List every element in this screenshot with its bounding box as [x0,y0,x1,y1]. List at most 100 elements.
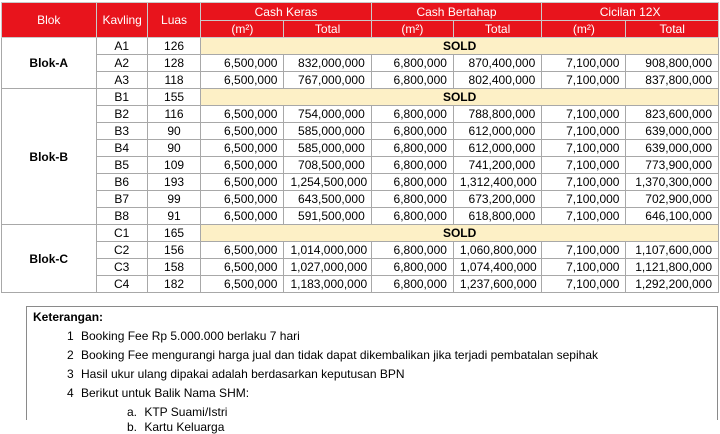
price-per-m2-cell: 6,500,000 [200,275,285,293]
table-row: Blok-B B1 155 SOLD [1,88,719,225]
total-price-cell: 639,000,000 [625,139,719,157]
price-per-m2-cell: 7,100,000 [541,54,627,72]
price-per-m2-cell: 7,100,000 [541,241,627,259]
price-per-m2-cell: 6,500,000 [200,241,285,259]
price-per-m2-cell: 6,800,000 [370,173,454,191]
sold-label: SOLD [200,88,719,106]
table-row: C2 156 6,500,000 1,014,000,000 6,800,000 1,06… [2,241,719,259]
luas-cell: 128 [146,54,202,72]
note-number: 1 [67,329,74,343]
note-sub-letter: b. [127,420,138,434]
header-cash-bertahap: Cash Bertahap [370,2,543,21]
kavling-cell: A3 [95,71,148,89]
price-per-m2-cell: 7,100,000 [541,122,627,140]
note-item: 2 Booking Fee mengurangi harga jual dan t… [67,348,598,362]
total-price-cell: 639,000,000 [625,122,719,140]
note-text: Berikut untuk Balik Nama SHM: [81,386,250,400]
total-price-cell: 1,074,400,000 [452,258,543,276]
header-unit: (m²) [541,20,627,38]
total-price-cell: 585,000,000 [283,122,372,140]
luas-cell: 156 [146,241,202,259]
kavling-cell: B8 [95,207,148,225]
price-per-m2-cell: 6,800,000 [370,241,454,259]
table-row: B8 91 6,500,000 591,500,000 6,800,000 618,800… [2,207,719,225]
total-price-cell: 1,183,000,000 [283,275,372,293]
price-per-m2-cell: 6,500,000 [200,71,285,89]
table-row: C4 182 6,500,000 1,183,000,000 6,800,000 1,23… [2,275,719,293]
price-per-m2-cell: 6,800,000 [370,207,454,225]
header-unit: (m²) [200,20,285,38]
note-text: Booking Fee Rp 5.000.000 berlaku 7 hari [81,329,300,343]
price-table-body: Blok-A A1 126 SOLD A2 128 6,500,000 832,000,000… [1,37,719,293]
luas-cell: 99 [146,190,202,208]
note-sub-letter: a. [127,405,138,419]
price-per-m2-cell: 6,500,000 [200,54,285,72]
kavling-cell: B7 [95,190,148,208]
note-number: 3 [67,367,74,381]
notes-box: Keterangan: 1 Booking Fee Rp 5.000.000 be… [26,306,718,434]
note-text: Booking Fee mengurangi harga jual dan ti… [81,348,598,362]
price-per-m2-cell: 6,800,000 [370,190,454,208]
table-row: B4 90 6,500,000 585,000,000 6,800,000 612,000… [2,139,719,157]
luas-cell: 165 [146,224,202,242]
price-table: Blok Kavling Luas Cash Keras Cash Bertah… [1,2,719,293]
price-per-m2-cell: 7,100,000 [541,173,627,191]
total-price-cell: 612,000,000 [452,122,543,140]
luas-cell: 116 [146,105,202,123]
luas-cell: 193 [146,173,202,191]
sold-label: SOLD [200,37,719,55]
kavling-cell: B1 [95,88,148,106]
luas-cell: 158 [146,258,202,276]
luas-cell: 126 [146,37,202,55]
table-row: B3 90 6,500,000 585,000,000 6,800,000 612,000… [2,122,719,140]
luas-cell: 90 [146,139,202,157]
notes-title: Keterangan: [33,310,104,324]
note-number: 2 [67,348,74,362]
table-row: B2 116 6,500,000 754,000,000 6,800,000 788,80… [2,105,719,123]
total-price-cell: 788,800,000 [452,105,543,123]
total-price-cell: 702,900,000 [625,190,719,208]
kavling-cell: C3 [95,258,148,276]
kavling-cell: C4 [95,275,148,293]
kavling-cell: A1 [95,37,148,55]
total-price-cell: 837,800,000 [625,71,719,89]
total-price-cell: 754,000,000 [283,105,372,123]
price-per-m2-cell: 7,100,000 [541,105,627,123]
header-luas: Luas [146,2,202,38]
luas-cell: 182 [146,275,202,293]
note-item: 3 Hasil ukur ulang dipakai adalah berdasa… [67,367,405,381]
price-per-m2-cell: 6,800,000 [370,71,454,89]
price-per-m2-cell: 6,800,000 [370,105,454,123]
price-per-m2-cell: 6,500,000 [200,139,285,157]
total-price-cell: 1,312,400,000 [452,173,543,191]
price-per-m2-cell: 7,100,000 [541,71,627,89]
header-cicilan: Cicilan 12X [541,2,719,21]
note-item: 4 Berikut untuk Balik Nama SHM: [67,386,249,400]
total-price-cell: 1,107,600,000 [625,241,719,259]
total-price-cell: 823,600,000 [625,105,719,123]
price-per-m2-cell: 6,500,000 [200,122,285,140]
note-text: Hasil ukur ulang dipakai adalah berdasar… [81,367,405,381]
kavling-cell: B5 [95,156,148,174]
luas-cell: 109 [146,156,202,174]
total-price-cell: 1,370,300,000 [625,173,719,191]
luas-cell: 90 [146,122,202,140]
price-per-m2-cell: 6,800,000 [370,156,454,174]
table-row: B5 109 6,500,000 708,500,000 6,800,000 741,20… [2,156,719,174]
table-row: C3 158 6,500,000 1,027,000,000 6,800,000 1,07… [2,258,719,276]
price-per-m2-cell: 6,800,000 [370,139,454,157]
total-price-cell: 1,121,800,000 [625,258,719,276]
total-price-cell: 673,200,000 [452,190,543,208]
price-per-m2-cell: 6,800,000 [370,258,454,276]
table-row: Blok-A A1 126 SOLD [1,37,719,89]
total-price-cell: 591,500,000 [283,207,372,225]
header-kavling: Kavling [95,2,148,38]
table-row: Blok-C C1 165 SOLD [1,224,719,293]
header-total: Total [452,20,543,38]
header-total: Total [283,20,372,38]
total-price-cell: 741,200,000 [452,156,543,174]
luas-cell: 118 [146,71,202,89]
total-price-cell: 870,400,000 [452,54,543,72]
blok-label: Blok-C [1,224,97,293]
note-number: 4 [67,386,74,400]
